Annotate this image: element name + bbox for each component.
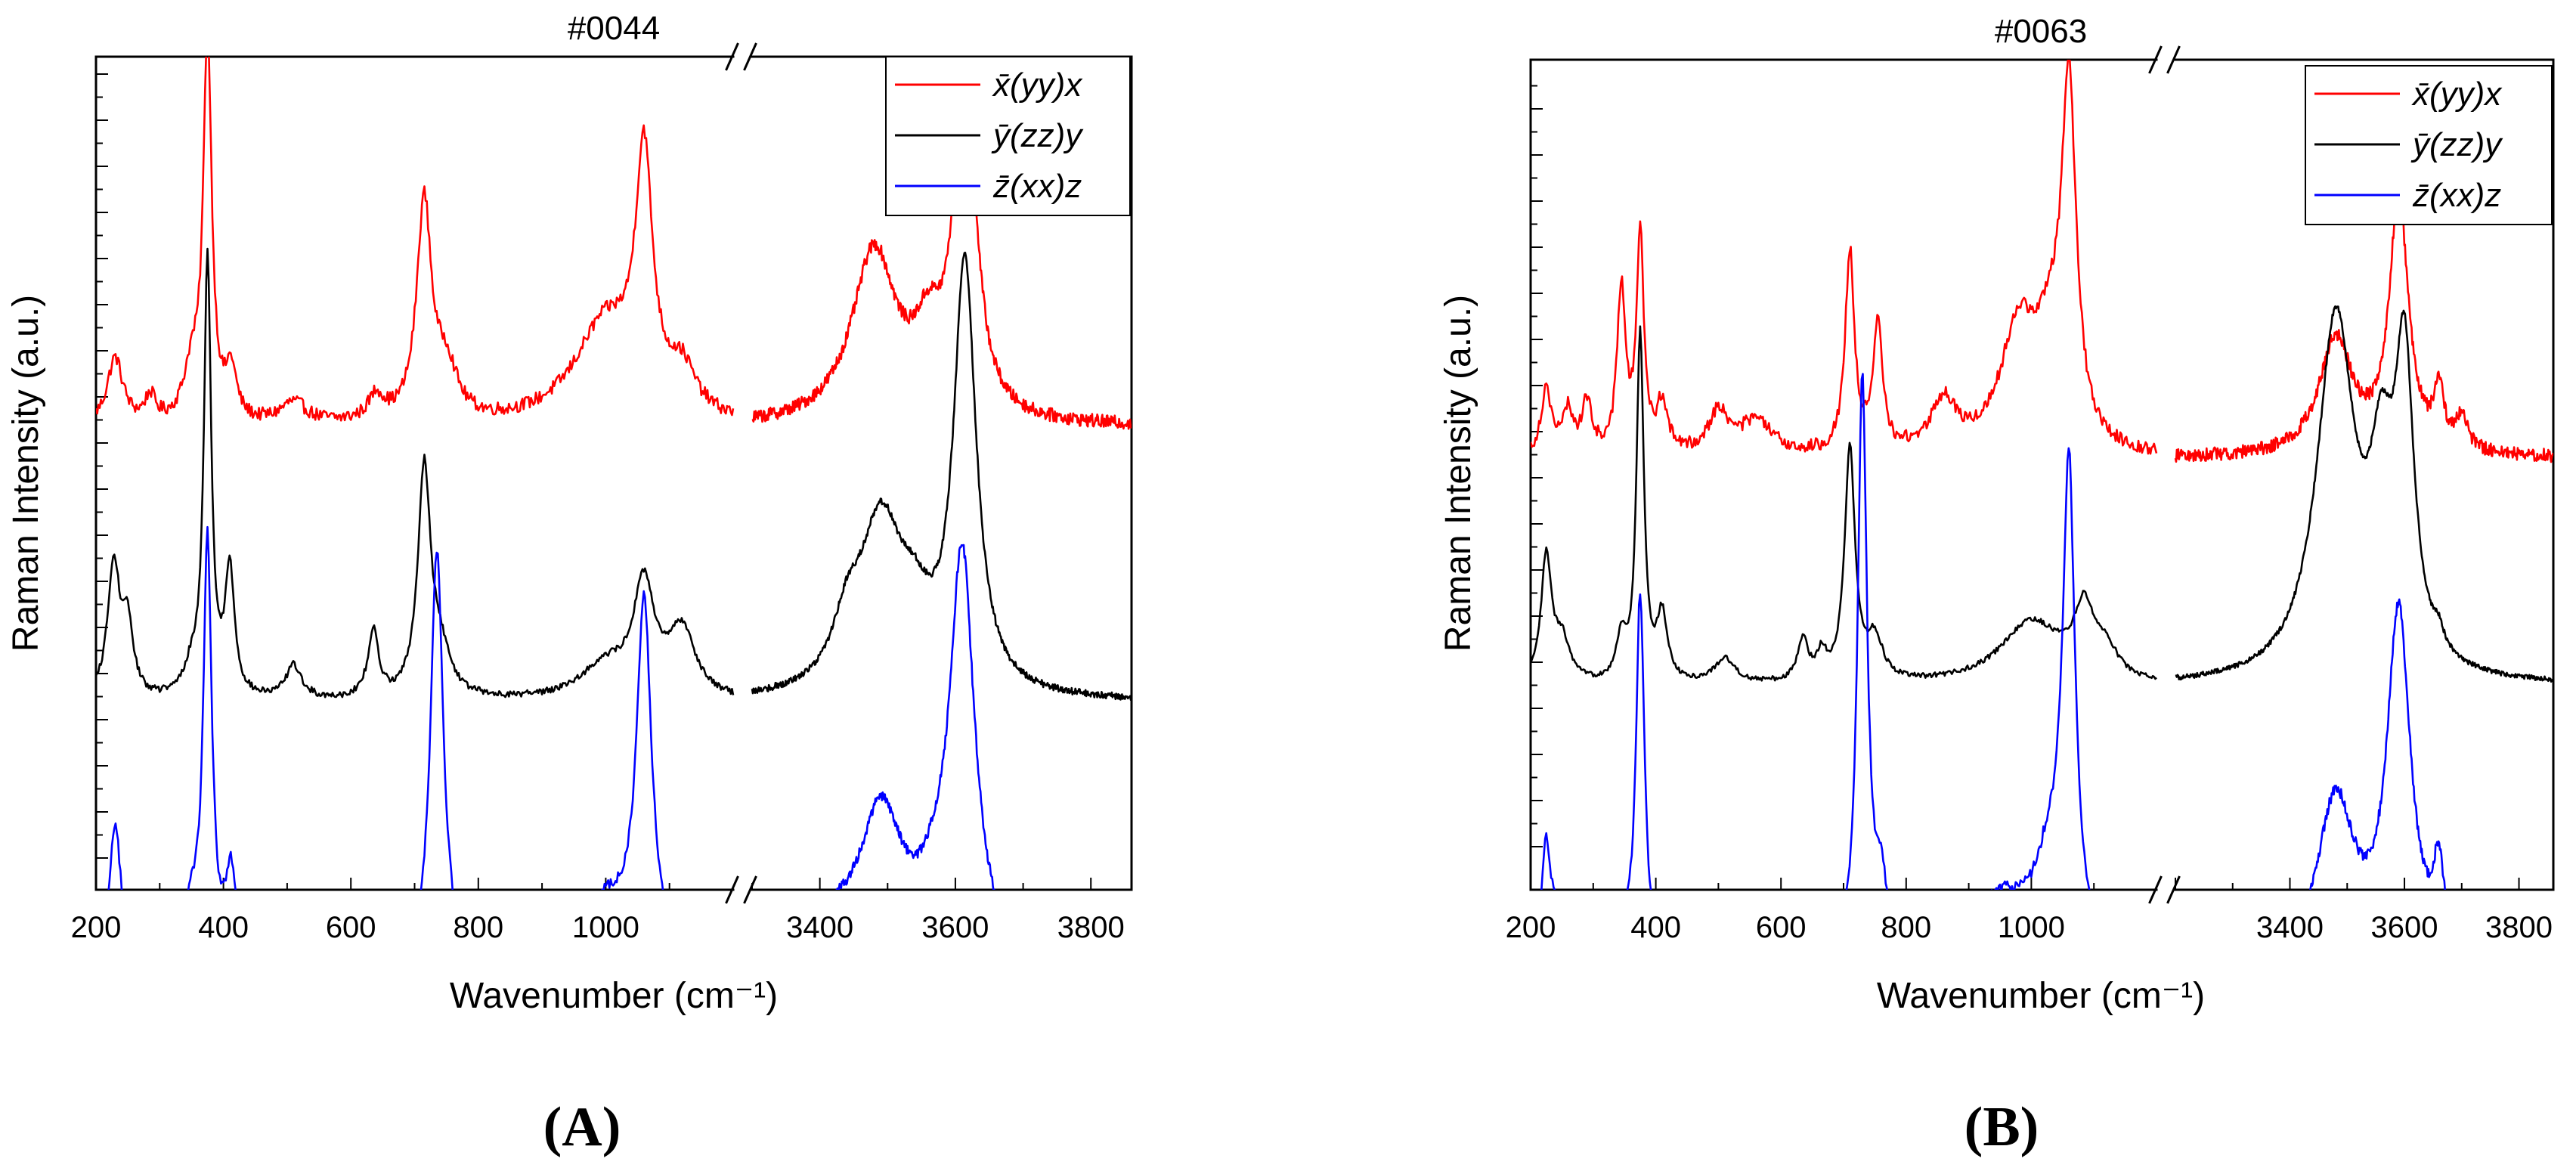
legend-label-2: ȳ(zz)y: [991, 117, 1084, 154]
chart-title: #0044: [568, 10, 660, 47]
x-tick-label: 3800: [1057, 911, 1125, 944]
x-tick-label: 400: [1630, 911, 1681, 944]
axis-break-slash: [743, 42, 757, 71]
plot-frame: [1529, 58, 2555, 891]
x-axis-label: Wavenumber (cm⁻¹): [1877, 976, 2205, 1016]
axis-break-slash: [725, 875, 739, 904]
legend: x̄(yy)x ȳ(zz)y z̄(xx)z: [885, 56, 1131, 216]
y-axis-label: Raman Intensity (a.u.): [6, 295, 46, 652]
chart-panel-b: 200 400 600 800 1000 3400 3600 3800 x̄(yy)x ȳ(zz…: [1438, 13, 2555, 1158]
series-line-2-segment-1: [1531, 325, 2157, 682]
axis-break-slash: [743, 875, 757, 904]
axis-break-slash: [2148, 45, 2163, 74]
x-axis-ticks: [95, 878, 1092, 890]
y-axis-label: Raman Intensity (a.u.): [1438, 295, 1478, 652]
chart-title: #0063: [1995, 13, 2087, 50]
x-tick-label: 1000: [1998, 911, 2065, 944]
x-tick-label: 400: [198, 911, 249, 944]
series-line-2-segment-1: [96, 247, 735, 699]
series-line-3-segment-1: [107, 525, 664, 890]
legend: x̄(yy)x ȳ(zz)y z̄(xx)z: [2305, 65, 2553, 225]
x-tick-label: 800: [453, 911, 503, 944]
legend-label-1: x̄(yy)x: [2411, 76, 2503, 113]
axis-break-slash: [2166, 45, 2181, 74]
y-axis-ticks: [96, 73, 108, 859]
x-tick-label: 3600: [2371, 911, 2438, 944]
plot-frame: [94, 55, 1133, 891]
x-tick-label: 600: [1756, 911, 1807, 944]
series-line-3-segment-2: [2309, 598, 2446, 890]
axis-break: [2148, 45, 2181, 904]
x-tick-label: 600: [326, 911, 376, 944]
panel-label: (B): [1965, 1096, 2039, 1158]
series-line-3-segment-2: [835, 544, 995, 890]
axis-break-gap: [2157, 57, 2175, 63]
axis-break-gap: [734, 54, 751, 60]
x-tick-label: 3400: [2256, 911, 2324, 944]
axis-break-slash: [2148, 875, 2163, 904]
legend-label-1: x̄(yy)x: [992, 67, 1083, 104]
legend-label-3: z̄(xx)z: [2412, 177, 2501, 214]
axis-break-gap: [2157, 887, 2175, 893]
legend-label-3: z̄(xx)z: [992, 168, 1082, 205]
x-tick-label: 200: [71, 911, 122, 944]
x-tick-label: 800: [1881, 911, 1931, 944]
series-line-2-segment-2: [2175, 305, 2553, 683]
axis-break: [725, 42, 757, 904]
axis-break-slash: [725, 42, 739, 71]
x-tick-label: 1000: [572, 911, 639, 944]
legend-label-2: ȳ(zz)y: [2410, 126, 2503, 163]
x-tick-label: 3400: [786, 911, 853, 944]
series-line-2-segment-2: [751, 251, 1132, 702]
series-line-1-segment-2: [2174, 181, 2553, 463]
y-axis-ticks: [1531, 85, 1543, 847]
series-line-1-segment-2: [751, 57, 1132, 430]
x-tick-label: 200: [1506, 911, 1556, 944]
axis-break-gap: [734, 887, 751, 893]
series-group: [96, 57, 1132, 890]
series-line-3-segment-1: [1540, 373, 2091, 890]
x-tick-label: 3600: [921, 911, 989, 944]
series-line-1-segment-1: [96, 57, 735, 422]
axis-break-slash: [2166, 875, 2181, 904]
series-group: [1531, 60, 2553, 890]
x-axis-label: Wavenumber (cm⁻¹): [450, 976, 778, 1016]
panel-label: (A): [543, 1096, 621, 1158]
series-line-1-segment-1: [1531, 60, 2158, 455]
x-tick-label: 3800: [2485, 911, 2553, 944]
chart-panel-a: 200 400 600 800 1000 3400 3600 3800 x̄(yy)x ȳ(zz…: [6, 10, 1133, 1158]
